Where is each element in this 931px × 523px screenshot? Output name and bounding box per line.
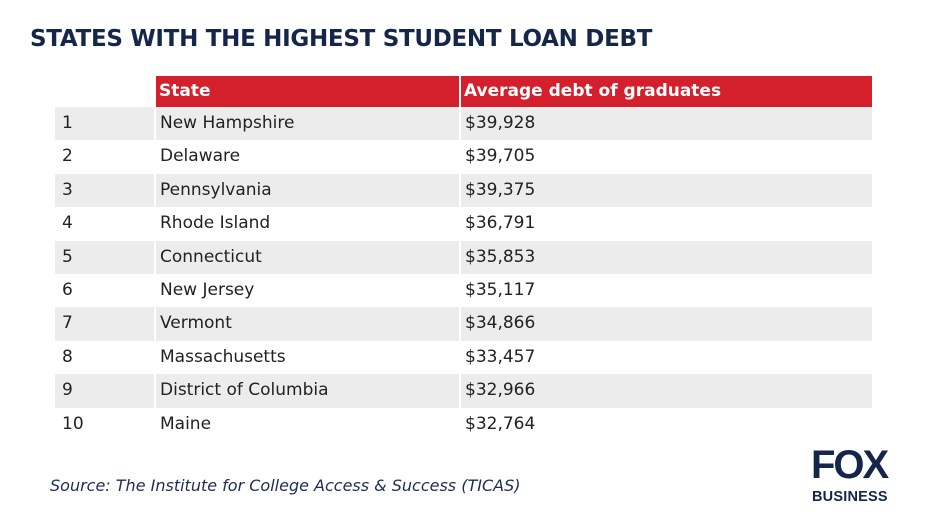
debt-cell: $32,966 bbox=[465, 380, 536, 401]
debt-cell: $35,117 bbox=[465, 280, 536, 300]
state-cell: Maine bbox=[160, 413, 212, 434]
column-separator bbox=[459, 76, 461, 441]
rank-cell: 6 bbox=[62, 280, 73, 300]
table-row: 6 New Jersey $35,117 bbox=[55, 274, 872, 307]
table: State Average debt of graduates 1 New Ham… bbox=[55, 76, 872, 441]
table-row: 10 Maine $32,764 bbox=[55, 408, 872, 441]
header-cell: Average debt of graduates bbox=[460, 76, 872, 107]
title: STATES WITH THE HIGHEST STUDENT LOAN DEB… bbox=[30, 26, 653, 52]
rank-cell: 4 bbox=[62, 213, 73, 234]
state-cell: New Hampshire bbox=[160, 113, 295, 133]
table-row: 8 Massachusetts $33,457 bbox=[55, 341, 872, 374]
rank-cell: 5 bbox=[62, 246, 73, 267]
state-cell: New Jersey bbox=[160, 280, 255, 300]
debt-cell: $39,705 bbox=[465, 146, 536, 167]
logo-text: FOX bbox=[811, 443, 889, 487]
table-row: 5 Connecticut $35,853 bbox=[55, 240, 872, 274]
state-cell: Connecticut bbox=[160, 246, 262, 267]
table-row: 9 District of Columbia $32,966 bbox=[55, 374, 872, 408]
rank-cell: 10 bbox=[62, 413, 84, 434]
debt-cell: $32,764 bbox=[465, 413, 536, 434]
rank-cell: 7 bbox=[62, 313, 73, 334]
header-cell: State bbox=[155, 76, 460, 107]
debt-cell: $39,375 bbox=[465, 179, 536, 200]
debt-cell: $35,853 bbox=[465, 246, 536, 267]
rank-cell: 2 bbox=[62, 146, 73, 167]
column-separator bbox=[154, 76, 156, 441]
source: Source: The Institute for College Access… bbox=[50, 476, 521, 495]
rank-cell: 9 bbox=[62, 380, 73, 401]
table-row: 1 New Hampshire $39,928 bbox=[55, 107, 872, 141]
rank-cell: 1 bbox=[62, 113, 73, 133]
state-cell: Massachusetts bbox=[160, 346, 286, 367]
debt-cell: $36,791 bbox=[465, 213, 536, 234]
state-cell: Pennsylvania bbox=[160, 179, 272, 200]
state-cell: Delaware bbox=[160, 146, 241, 167]
table-row: 2 Delaware $39,705 bbox=[55, 140, 872, 173]
table-row: 3 Pennsylvania $39,375 bbox=[55, 173, 872, 208]
logo-subtext: BUSINESS bbox=[812, 489, 888, 505]
table-row: 4 Rhode Island $36,791 bbox=[55, 207, 872, 240]
debt-cell: $33,457 bbox=[465, 346, 536, 367]
rank-cell: 3 bbox=[62, 179, 73, 200]
rank-cell: 8 bbox=[62, 346, 73, 367]
state-cell: Rhode Island bbox=[160, 213, 271, 234]
state-cell: Vermont bbox=[160, 313, 232, 334]
table-row: 7 Vermont $34,866 bbox=[55, 307, 872, 341]
state-cell: District of Columbia bbox=[160, 380, 329, 401]
debt-cell: $39,928 bbox=[465, 113, 536, 133]
debt-cell: $34,866 bbox=[465, 313, 536, 334]
